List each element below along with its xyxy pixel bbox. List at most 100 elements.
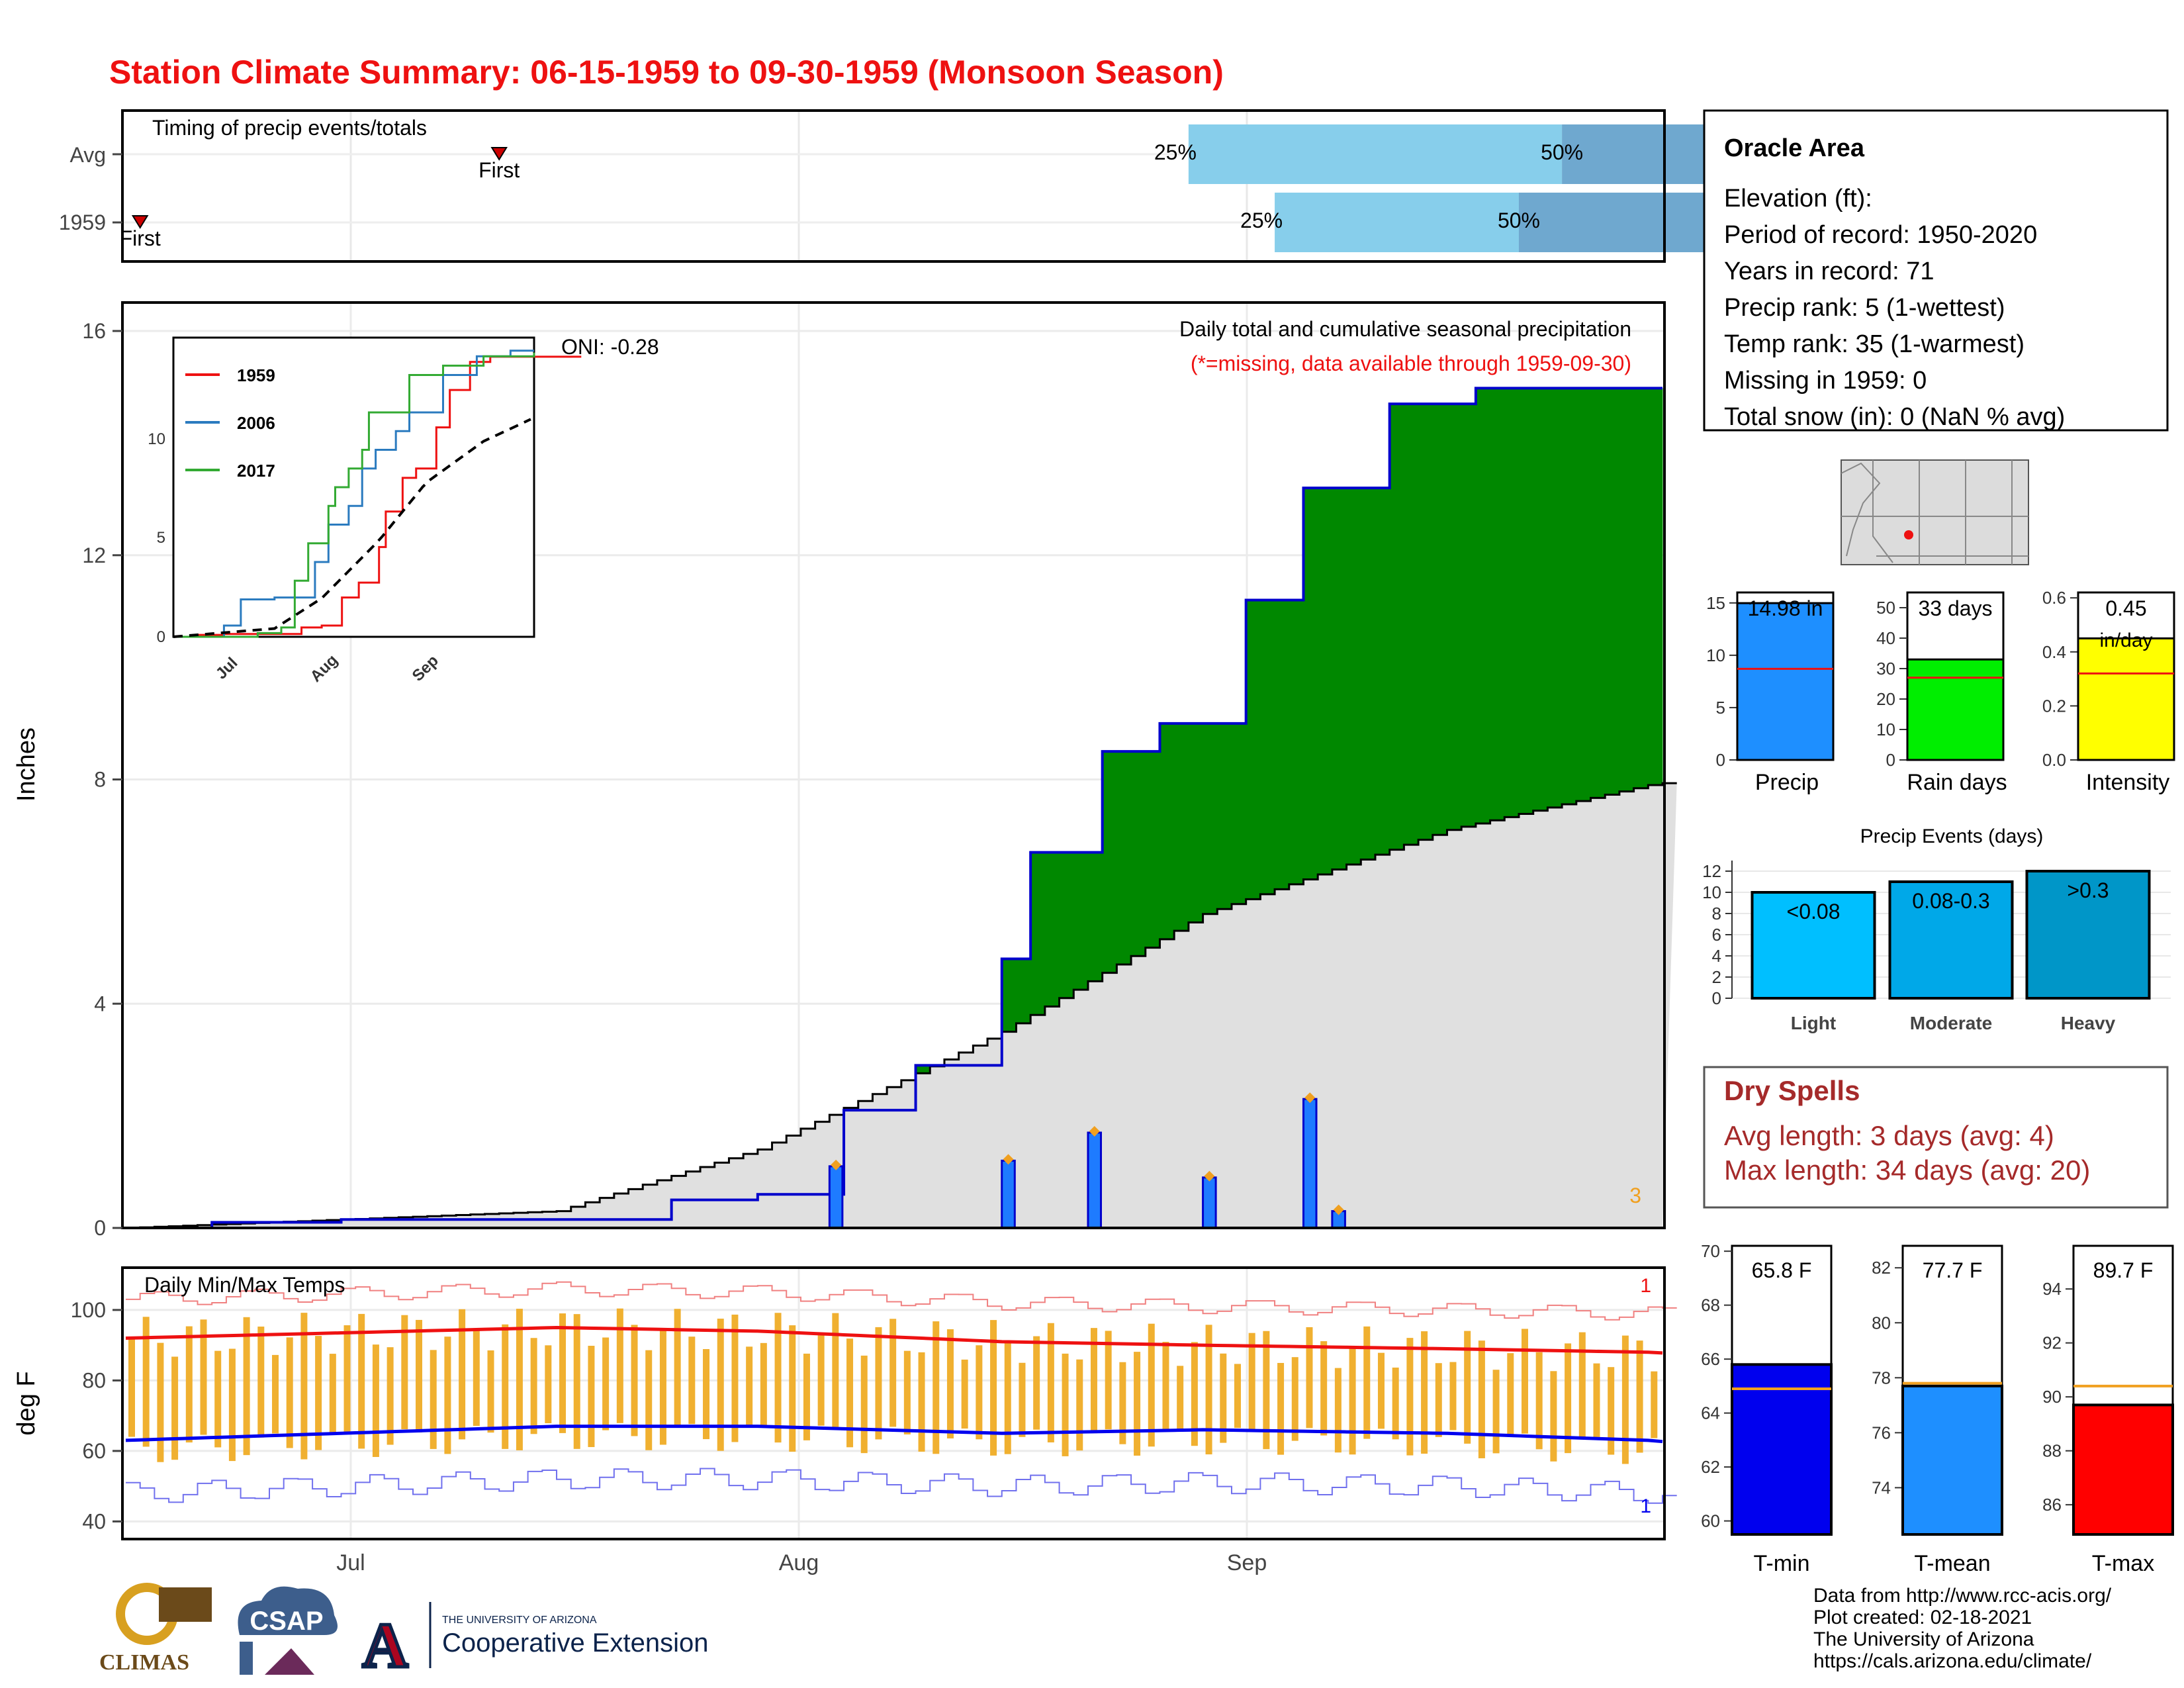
above-average-fill bbox=[1160, 723, 1175, 939]
climas-logo-text: CLIMAS bbox=[99, 1650, 189, 1675]
daily-temp-range-bar bbox=[1134, 1352, 1141, 1456]
above-average-fill bbox=[1289, 600, 1304, 884]
average-cumulative-line bbox=[126, 782, 1677, 1229]
precip-ytick-16: 16 bbox=[82, 319, 106, 343]
daily-temp-range-bar bbox=[1047, 1323, 1054, 1442]
daily-temp-range-bar bbox=[1263, 1331, 1270, 1450]
daily-temp-range-bar bbox=[1507, 1353, 1514, 1437]
station-name: Oracle Area bbox=[1724, 134, 1865, 162]
footer-url: https://cals.arizona.edu/climate/ bbox=[1813, 1650, 2092, 1672]
temp-summary-ytick: 90 bbox=[2042, 1387, 2062, 1407]
footer-credits: Data from http://www.rcc-acis.org/ Plot … bbox=[1813, 1585, 2112, 1672]
daily-temp-range-bar bbox=[272, 1354, 279, 1434]
summary-ytick: 0.6 bbox=[2042, 588, 2066, 608]
above-average-fill bbox=[1490, 388, 1505, 821]
daily-temp-range-bar bbox=[602, 1337, 610, 1430]
daily-temp-range-bar bbox=[846, 1338, 854, 1448]
above-average-fill bbox=[1518, 388, 1534, 814]
summary-ytick: 0.0 bbox=[2042, 750, 2066, 770]
daily-temp-range-bar bbox=[659, 1328, 666, 1445]
summary-label-1: Rain days bbox=[1907, 770, 2007, 795]
precip-ytick-12: 12 bbox=[82, 543, 106, 567]
daily-temp-range-bar bbox=[1033, 1336, 1040, 1430]
daily-temp-range-bar bbox=[1234, 1364, 1241, 1429]
temp-summary-ytick: 76 bbox=[1872, 1423, 1891, 1442]
daily-temp-range-bar bbox=[1205, 1325, 1212, 1455]
station-precip-rank: Precip rank: 5 (1-wettest) bbox=[1724, 294, 2005, 322]
csap-logo-text: CSAP bbox=[250, 1607, 323, 1636]
events-category-heavy: Heavy bbox=[2061, 1013, 2116, 1033]
timing-q25-q50-bar bbox=[1188, 124, 1563, 184]
xtick-aug: Aug bbox=[779, 1550, 819, 1575]
precip-events-title: Precip Events (days) bbox=[1860, 825, 2044, 847]
temp-ytick-100: 100 bbox=[71, 1298, 106, 1322]
above-average-fill bbox=[1260, 600, 1275, 894]
station-info-box: Oracle Area Elevation (ft): Period of re… bbox=[1703, 109, 2169, 432]
daily-temp-range-bar bbox=[588, 1346, 595, 1448]
summary-ytick: 50 bbox=[1876, 598, 1895, 618]
timing-first-label: First bbox=[478, 158, 520, 182]
temp-summary-ytick: 94 bbox=[2042, 1279, 2062, 1299]
daily-temp-range-bar bbox=[990, 1320, 997, 1456]
daily-temp-range-bar bbox=[387, 1347, 394, 1445]
above-average-fill bbox=[1059, 852, 1074, 998]
summary-ytick: 30 bbox=[1876, 659, 1895, 679]
above-average-fill bbox=[1461, 404, 1477, 827]
footer-logos: CLIMAS CSAP A THE UNIVERSITY OF ARIZONA … bbox=[99, 1583, 708, 1683]
timing-row-avg-label: Avg bbox=[69, 143, 106, 167]
daily-temp-range-bar bbox=[416, 1319, 423, 1432]
temp-summary-ytick: 62 bbox=[1701, 1457, 1720, 1477]
daily-precip-marker bbox=[1204, 1170, 1215, 1182]
events-bar-label-light: <0.08 bbox=[1787, 900, 1841, 923]
inset-line-1959 bbox=[173, 355, 582, 638]
daily-temp-range-bar bbox=[1363, 1326, 1371, 1439]
daily-temp-range-bar bbox=[645, 1350, 653, 1450]
above-average-fill bbox=[1633, 388, 1649, 788]
daily-temp-range-bar bbox=[128, 1338, 135, 1437]
csap-logo: CSAP bbox=[238, 1586, 338, 1675]
page-title: Station Climate Summary: 06-15-1959 to 0… bbox=[109, 54, 1224, 91]
daily-temp-range-bar bbox=[1636, 1340, 1643, 1453]
events-bar-label-moderate: 0.08-0.3 bbox=[1912, 889, 1989, 913]
above-average-fill bbox=[915, 1065, 931, 1074]
above-average-fill bbox=[1145, 751, 1160, 948]
university-of-arizona-logo: A THE UNIVERSITY OF ARIZONA Cooperative … bbox=[361, 1602, 708, 1683]
above-average-fill bbox=[1404, 404, 1419, 845]
summary-ytick: 15 bbox=[1706, 593, 1725, 613]
daily-temp-range-bar bbox=[286, 1337, 293, 1448]
above-average-fill bbox=[1475, 388, 1491, 824]
daily-temp-range-bar bbox=[1578, 1332, 1586, 1438]
daily-temp-range-bar bbox=[946, 1329, 954, 1438]
inset-ytick-10: 10 bbox=[148, 430, 165, 448]
daily-temp-range-bar bbox=[1478, 1340, 1485, 1458]
daily-temp-range-bar bbox=[1421, 1331, 1428, 1454]
daily-temp-range-bar bbox=[559, 1313, 567, 1433]
daily-temp-range-bar bbox=[789, 1325, 796, 1452]
summary-ytick: 0 bbox=[1886, 750, 1895, 770]
temp-ytick-40: 40 bbox=[82, 1509, 106, 1533]
daily-temp-range-bar bbox=[1076, 1359, 1083, 1451]
1959-cumulative-line bbox=[126, 387, 1662, 1229]
above-average-fill bbox=[1389, 404, 1404, 850]
daily-temp-range-bar bbox=[875, 1327, 882, 1440]
summary-label-0: Precip bbox=[1755, 770, 1819, 795]
daily-temp-range-bar bbox=[903, 1350, 911, 1434]
above-average-fill bbox=[1619, 388, 1635, 792]
timing-first-label: First bbox=[120, 226, 161, 250]
precip-ytick-4: 4 bbox=[94, 992, 106, 1015]
summary-bars: 0 5 10 15 14.98 in Precip 0 10 20 30 40 50 33 days Ra… bbox=[1706, 588, 2175, 795]
daily-temp-range-bar bbox=[1191, 1342, 1198, 1446]
summary-ytick: 5 bbox=[1716, 698, 1725, 718]
above-average-fill bbox=[1174, 723, 1189, 931]
daily-temp-range-bar bbox=[1435, 1363, 1442, 1437]
daily-temp-range-bar bbox=[142, 1317, 150, 1447]
daily-temp-range-bar bbox=[243, 1317, 250, 1456]
daily-temp-range-bar bbox=[185, 1326, 193, 1443]
daily-temp-range-bar bbox=[487, 1350, 494, 1433]
average-min-temp-line bbox=[125, 1425, 1663, 1444]
daily-temp-range-bar bbox=[918, 1352, 925, 1452]
summary-bar-1 bbox=[1906, 658, 2005, 761]
daily-temp-range-bar bbox=[1277, 1362, 1285, 1455]
temp-summary-ytick: 64 bbox=[1701, 1403, 1720, 1423]
daily-temp-range-bar bbox=[1349, 1347, 1356, 1455]
